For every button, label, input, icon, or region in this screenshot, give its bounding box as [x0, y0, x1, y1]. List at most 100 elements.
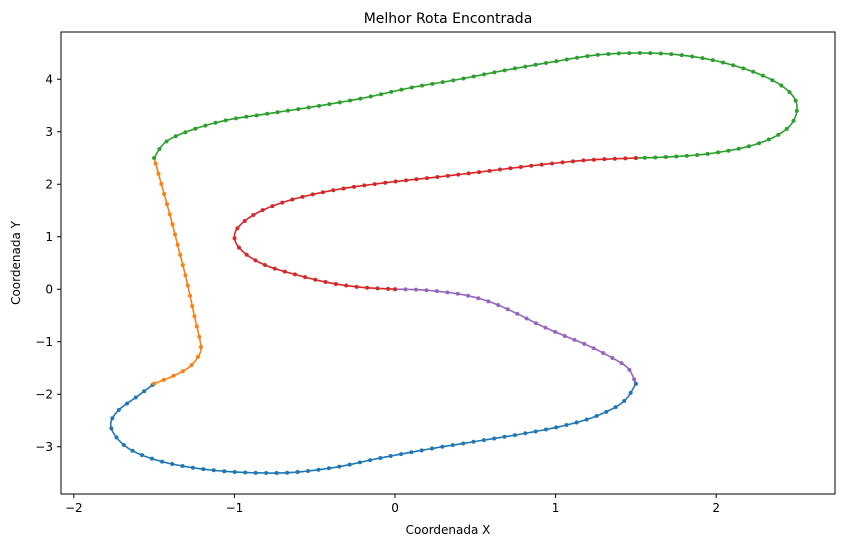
route-point: [710, 58, 715, 63]
route-point: [716, 150, 721, 155]
route-point: [264, 471, 269, 475]
route-point: [341, 186, 346, 191]
route-point: [445, 173, 450, 178]
route-point: [610, 356, 615, 360]
route-point: [317, 103, 322, 108]
x-tick-label: −1: [226, 501, 244, 515]
route-point: [162, 191, 167, 196]
route-point: [198, 345, 203, 350]
route-point: [403, 287, 408, 292]
route-point: [632, 377, 637, 382]
route-point: [295, 470, 300, 475]
route-point: [791, 118, 796, 123]
route-point: [582, 341, 587, 346]
route-point: [409, 85, 414, 90]
route-point: [170, 462, 175, 467]
route-point: [492, 70, 497, 75]
route-point: [741, 66, 746, 71]
y-tick-label: 1: [45, 230, 53, 244]
route-point: [197, 334, 202, 339]
route-point: [190, 465, 195, 470]
route-point: [173, 134, 178, 139]
route-point: [637, 50, 642, 55]
x-tick-label: 1: [552, 501, 560, 515]
route-point: [265, 111, 270, 116]
route-point: [203, 123, 208, 128]
route-point: [358, 96, 363, 101]
route-point: [354, 284, 359, 289]
route-point: [195, 354, 200, 359]
route-point: [440, 444, 445, 449]
route-point: [784, 126, 789, 131]
route-point: [674, 154, 679, 159]
route-point: [159, 181, 164, 186]
route-point: [348, 98, 353, 103]
route-point: [389, 89, 394, 94]
route-point: [440, 80, 445, 85]
route-point: [669, 52, 674, 57]
route-point: [253, 470, 258, 475]
route-point: [553, 329, 558, 334]
route-point: [564, 423, 569, 428]
route-point: [190, 304, 195, 309]
route-point: [296, 107, 301, 112]
x-tick-label: 2: [712, 501, 720, 515]
route-point: [604, 409, 609, 414]
route-point: [274, 471, 279, 475]
route-point: [533, 62, 538, 67]
route-point: [564, 57, 569, 62]
route-point: [253, 258, 258, 263]
route-point: [161, 377, 166, 382]
route-point: [170, 222, 175, 227]
route-point: [435, 175, 440, 180]
route-point: [787, 90, 792, 95]
y-tick-label: 2: [45, 177, 53, 191]
route-point: [627, 51, 632, 56]
route-point: [770, 78, 775, 83]
route-point: [726, 148, 731, 153]
route-point: [450, 443, 455, 448]
route-point: [570, 159, 575, 164]
x-axis-ticks: −2 −1 0 1 2: [65, 494, 720, 515]
route-point: [157, 146, 162, 151]
route-point: [663, 155, 668, 160]
route-point: [130, 448, 135, 453]
route-point: [523, 64, 528, 69]
route-point: [310, 192, 315, 197]
plot-points: [109, 50, 799, 475]
route-point: [420, 83, 425, 88]
route-point: [282, 269, 287, 274]
route-point: [591, 157, 596, 162]
route-point: [180, 464, 185, 469]
route-point: [142, 389, 147, 394]
route-point: [235, 226, 240, 231]
route-point: [502, 68, 507, 73]
route-point: [572, 337, 577, 342]
route-point: [746, 144, 751, 149]
route-point: [306, 469, 311, 474]
route-point: [515, 311, 520, 316]
route-point: [173, 232, 178, 237]
route-point: [471, 439, 476, 444]
route-point: [183, 130, 188, 135]
route-point: [285, 470, 290, 475]
y-tick-label: −2: [35, 387, 53, 401]
route-point: [193, 126, 198, 131]
route-point: [116, 407, 121, 412]
route-point: [550, 161, 555, 166]
route-point: [779, 83, 784, 88]
route-point: [487, 168, 492, 173]
route-point: [393, 179, 398, 184]
route-point: [351, 184, 356, 189]
route-point: [344, 283, 349, 288]
route-point: [165, 202, 170, 207]
route-point: [125, 401, 130, 406]
route-point: [368, 458, 373, 463]
route-point: [606, 52, 611, 57]
route-point: [347, 462, 352, 467]
route-point: [175, 242, 180, 247]
route-point: [482, 72, 487, 77]
route-point: [591, 346, 596, 351]
route-point: [466, 171, 471, 176]
route-point: [327, 102, 332, 107]
